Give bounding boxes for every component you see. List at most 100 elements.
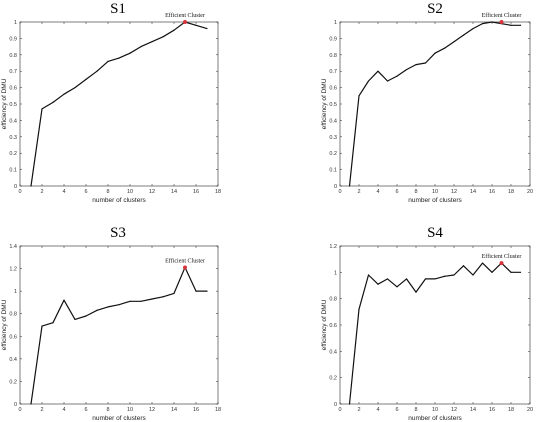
data-point xyxy=(118,304,120,306)
data-point xyxy=(129,300,131,302)
data-point xyxy=(510,24,512,26)
data-point xyxy=(107,60,109,62)
x-tick-label: 10 xyxy=(127,189,133,195)
x-tick-label: 4 xyxy=(62,189,65,195)
y-tick-label: 0.3 xyxy=(9,135,17,141)
x-tick-label: 2 xyxy=(357,189,360,195)
y-tick-label: 1 xyxy=(14,20,17,26)
x-tick-label: 12 xyxy=(149,407,155,413)
y-tick-label: 0.5 xyxy=(9,102,17,108)
efficient-cluster-marker xyxy=(183,265,187,270)
data-point xyxy=(96,70,98,72)
x-tick-label: 0 xyxy=(338,407,341,413)
x-tick-label: 6 xyxy=(395,407,398,413)
data-point xyxy=(377,283,379,285)
y-tick-label: 0 xyxy=(334,184,337,190)
x-tick-label: 0 xyxy=(18,189,21,195)
data-point xyxy=(41,325,43,327)
data-point xyxy=(151,41,153,43)
data-point xyxy=(41,108,43,110)
data-point xyxy=(519,271,522,273)
y-tick-label: 1.4 xyxy=(9,244,17,250)
efficient-cluster-label: Efficient Cluster xyxy=(165,12,205,19)
data-point xyxy=(396,286,398,288)
x-tick-label: 16 xyxy=(193,189,199,195)
data-point xyxy=(386,278,389,280)
data-point xyxy=(195,24,197,26)
y-tick-label: 0.2 xyxy=(9,151,17,157)
y-tick-label: 1 xyxy=(14,289,17,295)
data-point xyxy=(386,80,389,82)
data-point xyxy=(453,41,455,43)
x-axis-label: number of clusters xyxy=(408,415,462,422)
x-tick-label: 12 xyxy=(451,189,457,195)
x-tick-label: 18 xyxy=(508,407,514,413)
data-point xyxy=(358,95,360,97)
x-tick-label: 8 xyxy=(414,407,417,413)
chart-title: S2 xyxy=(427,1,443,17)
y-tick-label: 0.2 xyxy=(9,379,17,385)
data-point xyxy=(519,24,522,26)
x-tick-label: 2 xyxy=(40,407,43,413)
x-tick-label: 12 xyxy=(149,189,155,195)
data-point xyxy=(434,52,436,54)
data-point xyxy=(415,64,417,66)
x-tick-label: 2 xyxy=(357,407,360,413)
y-tick-label: 0 xyxy=(334,402,337,408)
x-axis-label: number of clusters xyxy=(92,197,146,204)
y-tick-label: 0.7 xyxy=(329,69,337,75)
y-tick-label: 0.6 xyxy=(329,86,337,92)
y-tick-label: 0.9 xyxy=(9,36,17,42)
data-point xyxy=(140,300,142,302)
y-axis-label: efficiency of DMU xyxy=(1,299,8,350)
data-point xyxy=(162,296,164,298)
x-tick-label: 6 xyxy=(395,189,398,195)
data-point xyxy=(151,298,153,300)
y-tick-label: 0.6 xyxy=(9,334,17,340)
data-point xyxy=(129,52,131,54)
x-tick-label: 16 xyxy=(489,407,495,413)
x-tick-label: 8 xyxy=(106,407,109,413)
data-point xyxy=(491,21,493,23)
efficient-cluster-marker xyxy=(499,261,504,266)
y-tick-label: 1.2 xyxy=(9,267,17,273)
data-point xyxy=(30,403,32,405)
y-tick-label: 1 xyxy=(334,20,337,26)
data-point xyxy=(443,47,446,49)
data-point xyxy=(348,403,351,405)
chart-title: S4 xyxy=(427,225,443,241)
data-point xyxy=(348,185,351,187)
data-point xyxy=(162,36,164,38)
y-tick-label: 0 xyxy=(14,402,17,408)
x-tick-label: 10 xyxy=(127,407,133,413)
x-tick-label: 18 xyxy=(215,189,221,195)
y-tick-label: 0.4 xyxy=(9,118,17,124)
data-point xyxy=(140,46,142,48)
chart-panel-s1: S1 0 2 4 6 8 10 12 14 16 18 0 0.1 0.2 0.3 0.4 0.5 0.6 0.7 0… xyxy=(1,1,221,204)
y-tick-label: 0.6 xyxy=(329,323,337,329)
chart-title: S3 xyxy=(110,225,126,241)
y-tick-label: 0.2 xyxy=(329,151,337,157)
x-tick-label: 18 xyxy=(508,189,514,195)
data-point xyxy=(206,290,208,292)
data-point xyxy=(415,291,417,293)
data-point xyxy=(462,265,465,267)
x-tick-label: 4 xyxy=(376,189,379,195)
data-point xyxy=(74,87,76,89)
y-tick-label: 0.3 xyxy=(329,135,337,141)
x-tick-label: 4 xyxy=(62,407,65,413)
x-tick-label: 8 xyxy=(414,189,417,195)
data-point xyxy=(173,292,175,294)
y-tick-label: 1.2 xyxy=(329,244,337,250)
y-tick-label: 0 xyxy=(14,184,17,190)
y-tick-label: 0.1 xyxy=(9,168,17,174)
y-tick-label: 0.6 xyxy=(9,86,17,92)
data-point xyxy=(63,299,65,301)
data-point xyxy=(443,275,446,277)
x-tick-label: 12 xyxy=(451,407,457,413)
y-tick-label: 0.4 xyxy=(9,357,17,363)
data-point xyxy=(52,322,54,324)
x-tick-label: 2 xyxy=(40,189,43,195)
y-tick-label: 0.8 xyxy=(329,297,337,303)
